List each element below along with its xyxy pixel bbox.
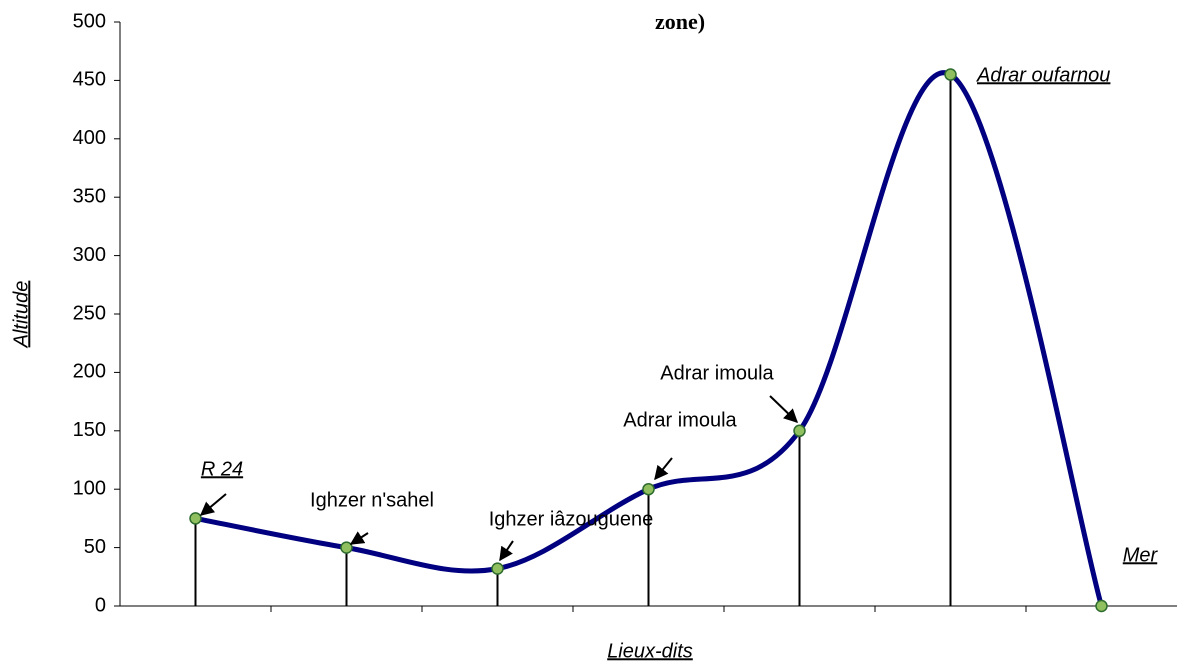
y-tick-label: 150 (73, 419, 106, 441)
y-axis-label: Altitude (10, 281, 32, 349)
y-tick-label: 200 (73, 361, 106, 383)
point (642, 482, 655, 496)
x-axis-label: Lieux-dits (607, 640, 693, 662)
y-tick-label: 250 (73, 302, 106, 324)
point (944, 68, 957, 81)
y-tick-label: 50 (84, 536, 106, 558)
point (189, 512, 202, 525)
y-tick-label: 300 (73, 244, 106, 266)
annotation: Adrar imoula (660, 362, 774, 384)
annotation: Mer (1123, 544, 1159, 566)
annotation-arrow (654, 457, 673, 481)
y-tick-label: 400 (73, 127, 106, 149)
annotation-arrow (499, 540, 514, 562)
y-tick-label: 100 (73, 477, 106, 499)
chart-title: zone) (655, 9, 705, 34)
annotation-arrow (199, 493, 227, 516)
y-tick-label: 500 (73, 10, 106, 32)
annotation: Adrar imoula (623, 409, 737, 431)
annotation: Ighzer n'sahel (310, 489, 434, 511)
point (1095, 599, 1108, 613)
annotation: Adrar oufarnou (976, 64, 1110, 86)
y-tick-label: 350 (73, 185, 106, 207)
annotation-arrow (769, 395, 799, 423)
annotation-arrow (349, 531, 369, 545)
point (340, 541, 353, 554)
y-tick-label: 0 (95, 594, 106, 616)
point (793, 424, 806, 438)
annotation: R 24 (201, 458, 243, 480)
annotation: Ighzer iâzouguene (489, 508, 654, 530)
point (491, 562, 504, 575)
line (195, 70, 1104, 607)
y-tick-label: 450 (73, 69, 106, 91)
